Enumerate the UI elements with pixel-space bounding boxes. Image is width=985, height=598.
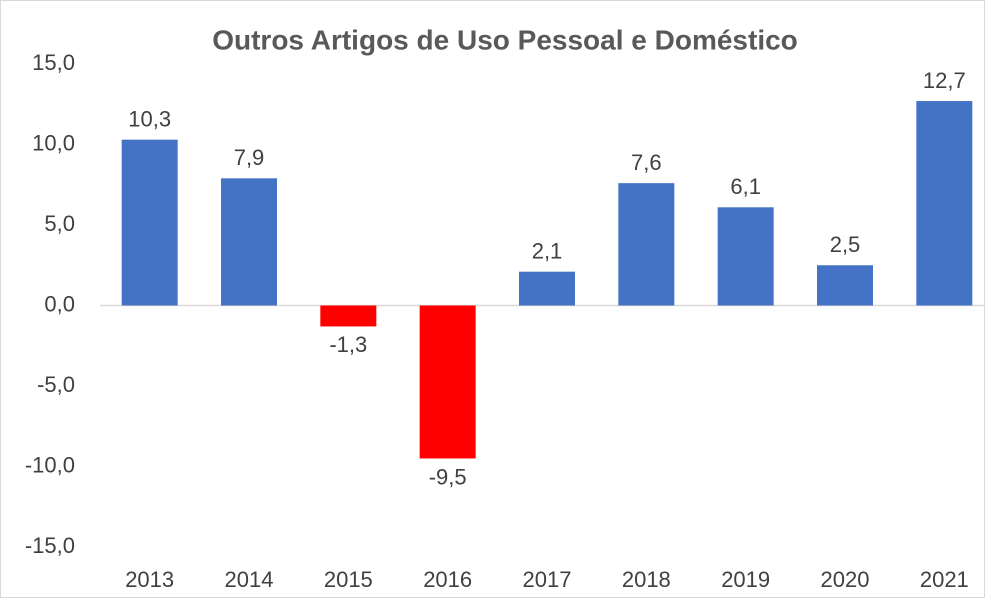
data-label: 7,9 [234,145,265,170]
bar [817,265,873,306]
data-label: 2,5 [830,232,861,257]
y-tick-label: 0,0 [44,291,75,316]
x-tick-label: 2020 [821,567,870,592]
bar [320,305,377,327]
x-tick-label: 2019 [721,567,770,592]
x-tick-label: 2014 [225,567,274,592]
x-tick-label: 2021 [920,567,969,592]
bar [916,101,973,306]
data-label: -9,5 [429,464,467,489]
chart-title: Outros Artigos de Uso Pessoal e Doméstic… [212,24,798,55]
x-tick-label: 2015 [324,567,373,592]
bar [221,178,277,306]
bar [519,271,575,306]
bar [121,139,178,306]
data-label: 10,3 [128,106,171,131]
y-tick-label: 15,0 [32,50,75,75]
x-tick-label: 2018 [622,567,671,592]
x-tick-label: 2017 [523,567,572,592]
bar [717,207,774,306]
y-tick-label: -10,0 [25,452,75,477]
y-tick-label: -5,0 [37,372,75,397]
data-label: 6,1 [730,174,761,199]
y-tick-label: -15,0 [25,533,75,558]
bar [618,183,675,306]
data-label: 12,7 [923,68,966,93]
x-tick-label: 2016 [423,567,472,592]
data-label: 7,6 [631,150,662,175]
data-label: 2,1 [532,239,563,264]
bar [419,305,476,459]
x-tick-label: 2013 [125,567,174,592]
data-label: -1,3 [329,332,367,357]
y-tick-label: 10,0 [32,130,75,155]
y-tick-label: 5,0 [44,211,75,236]
